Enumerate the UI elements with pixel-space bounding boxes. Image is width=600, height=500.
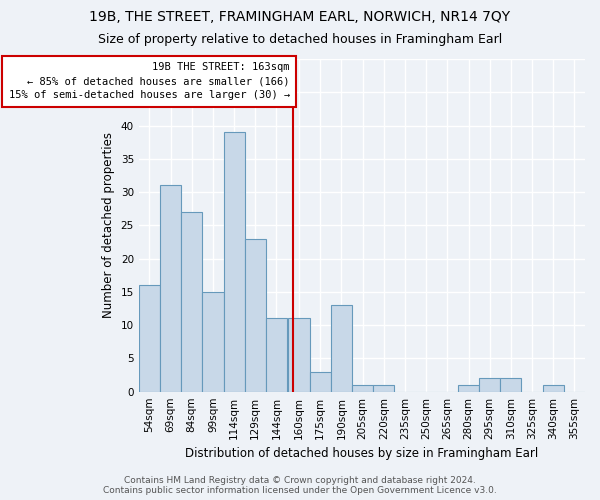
- Bar: [181, 212, 202, 392]
- X-axis label: Distribution of detached houses by size in Framingham Earl: Distribution of detached houses by size …: [185, 447, 539, 460]
- Text: 19B THE STREET: 163sqm
← 85% of detached houses are smaller (166)
15% of semi-de: 19B THE STREET: 163sqm ← 85% of detached…: [8, 62, 290, 100]
- Bar: [331, 305, 352, 392]
- Bar: [289, 318, 310, 392]
- Bar: [202, 292, 224, 392]
- Bar: [373, 385, 394, 392]
- Text: 19B, THE STREET, FRAMINGHAM EARL, NORWICH, NR14 7QY: 19B, THE STREET, FRAMINGHAM EARL, NORWIC…: [89, 10, 511, 24]
- Bar: [310, 372, 331, 392]
- Bar: [542, 385, 564, 392]
- Bar: [458, 385, 479, 392]
- Text: Size of property relative to detached houses in Framingham Earl: Size of property relative to detached ho…: [98, 32, 502, 46]
- Bar: [139, 285, 160, 392]
- Bar: [160, 186, 181, 392]
- Bar: [224, 132, 245, 392]
- Bar: [500, 378, 521, 392]
- Bar: [352, 385, 373, 392]
- Bar: [245, 238, 266, 392]
- Bar: [479, 378, 500, 392]
- Y-axis label: Number of detached properties: Number of detached properties: [102, 132, 115, 318]
- Text: Contains HM Land Registry data © Crown copyright and database right 2024.
Contai: Contains HM Land Registry data © Crown c…: [103, 476, 497, 495]
- Bar: [266, 318, 287, 392]
